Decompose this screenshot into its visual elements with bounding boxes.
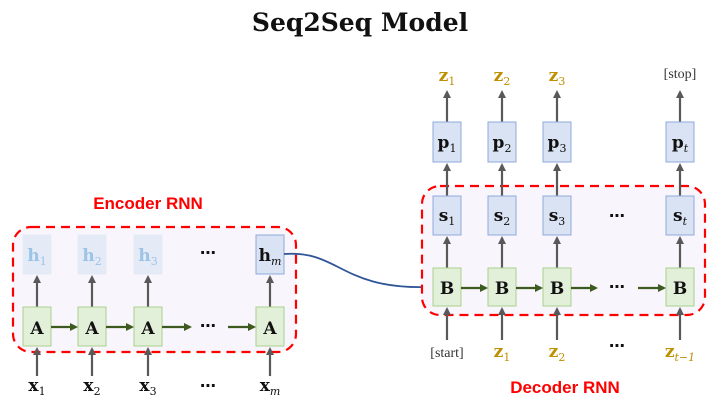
- ellipsis: ⋯: [609, 336, 625, 355]
- decoder-input-label: [start]: [430, 346, 463, 361]
- decoder-cell: [542, 267, 572, 307]
- decoder-cell-label: B: [673, 279, 687, 299]
- ellipsis: ⋯: [609, 206, 625, 225]
- ellipsis: ⋯: [609, 277, 625, 296]
- decoder-cell-label: B: [495, 279, 509, 299]
- decoder-state-label: s2: [494, 206, 511, 228]
- context-link-arrow: [283, 252, 432, 292]
- decoder-state-label: s3: [549, 206, 566, 228]
- decoder-state-box: [487, 195, 517, 236]
- encoder-cell: [133, 306, 163, 347]
- decoder-cell-label: B: [440, 279, 454, 299]
- hidden-state-label: hm: [259, 246, 282, 268]
- decoder-cell: [487, 267, 517, 307]
- decoder-output-label: z1: [439, 66, 456, 88]
- encoder-input-label: x1: [28, 376, 45, 398]
- decoder-output-label: z2: [494, 66, 511, 88]
- decoder-state-box: [432, 195, 462, 236]
- decoder-state-box: [665, 195, 695, 236]
- ellipsis: ⋯: [200, 376, 216, 395]
- encoder-cell-label: A: [262, 319, 277, 339]
- probability-label: p3: [548, 133, 567, 155]
- decoder-input-label: z1: [494, 342, 511, 364]
- encoder-input-label: x3: [139, 376, 156, 398]
- decoder-label: Decoder RNN: [510, 378, 620, 397]
- decoder-cell-label: B: [550, 279, 564, 299]
- decoder-output-label: z3: [549, 66, 566, 88]
- decoder-input-label: z2: [549, 342, 566, 364]
- probability-label: p1: [438, 133, 457, 155]
- hidden-state-box: [77, 234, 107, 275]
- hidden-state-box: [255, 234, 285, 275]
- hidden-state-box: [133, 234, 163, 275]
- encoder-cell-label: A: [29, 319, 44, 339]
- probability-label: pt: [672, 133, 689, 155]
- decoder-state-label: s1: [439, 206, 456, 228]
- probability-box: [665, 121, 695, 163]
- encoder-cell: [255, 306, 285, 347]
- decoder-output-label: [stop]: [664, 67, 697, 82]
- encoder-input-label: xm: [260, 376, 281, 398]
- diagram-title: Seq2Seq Model: [252, 8, 468, 37]
- hidden-state-label: h3: [138, 246, 157, 268]
- probability-label: p2: [493, 133, 512, 155]
- probability-box: [542, 121, 572, 163]
- probability-box: [487, 121, 517, 163]
- encoder-input-label: x2: [83, 376, 100, 398]
- hidden-state-label: h2: [82, 246, 101, 268]
- encoder-label: Encoder RNN: [93, 194, 203, 213]
- ellipsis: ⋯: [200, 243, 216, 262]
- decoder-input-label: zt−1: [665, 342, 695, 364]
- encoder-cell-label: A: [84, 319, 99, 339]
- decoder-cell: [665, 267, 695, 307]
- decoder-state-label: st: [673, 206, 688, 228]
- ellipsis: ⋯: [200, 316, 216, 335]
- hidden-state-box: [22, 234, 52, 275]
- probability-box: [432, 121, 462, 163]
- decoder-state-box: [542, 195, 572, 236]
- hidden-state-label: h1: [27, 246, 46, 268]
- encoder-cell-label: A: [140, 319, 155, 339]
- encoder-cell: [77, 306, 107, 347]
